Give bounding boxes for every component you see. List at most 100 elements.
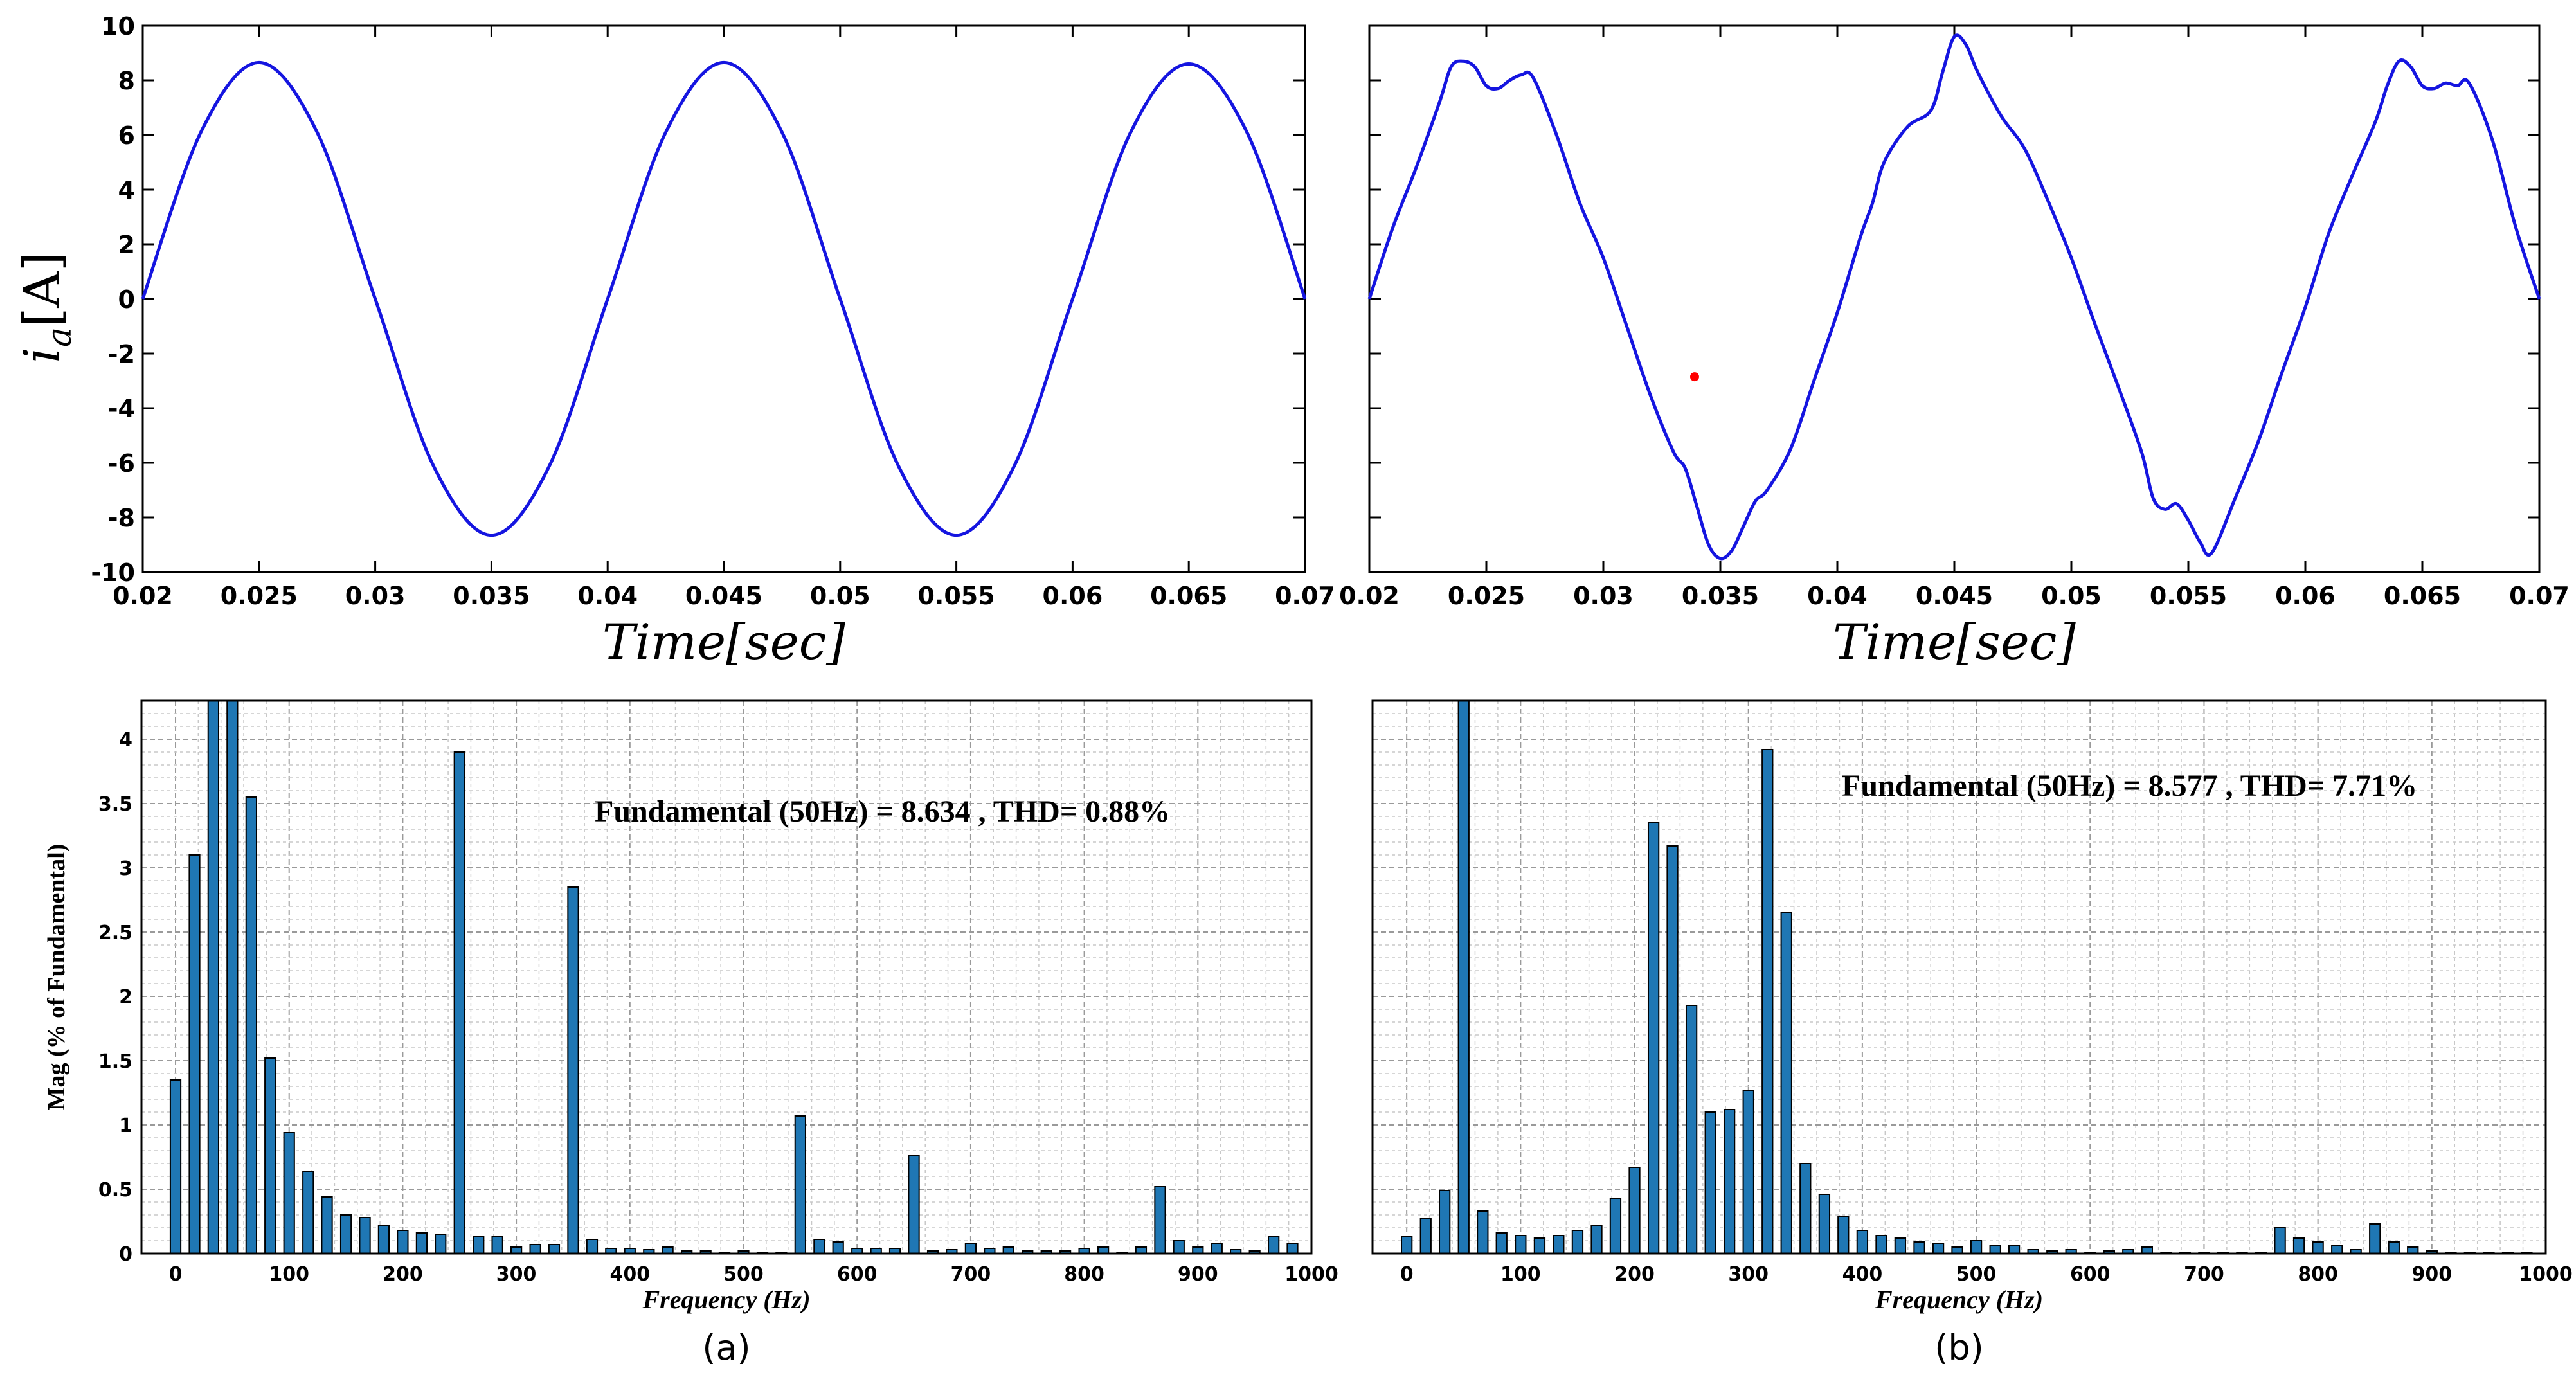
bar — [832, 1241, 844, 1254]
x-axis-label: Frequency (Hz) — [642, 1285, 810, 1314]
y-tick-label: 6 — [118, 121, 135, 150]
x-tick-label: 0.06 — [2275, 582, 2336, 610]
bar — [1477, 1210, 1489, 1254]
bar — [1154, 1186, 1166, 1254]
x-tick-label: 500 — [723, 1263, 764, 1286]
bar — [491, 1236, 503, 1254]
bar — [1970, 1240, 1983, 1254]
bar — [339, 1214, 352, 1254]
y-tick-label: -8 — [108, 504, 135, 532]
bar — [1856, 1230, 1869, 1254]
plot-frame — [1371, 699, 2547, 1255]
bar — [548, 1244, 561, 1254]
bar — [586, 1239, 599, 1254]
bar — [2312, 1241, 2324, 1254]
bar — [359, 1217, 371, 1254]
x-tick-label: 900 — [2412, 1263, 2453, 1286]
bar — [1609, 1198, 1622, 1254]
x-tick-label: 0 — [169, 1263, 183, 1286]
x-axis-label: Frequency (Hz) — [1875, 1285, 2043, 1314]
plot-area — [141, 24, 1306, 573]
y-tick-label: 4 — [119, 729, 132, 751]
bar — [1286, 1243, 1299, 1254]
x-tick-label: 0.065 — [2384, 582, 2461, 610]
x-tick-label: 0.055 — [917, 582, 995, 610]
bar — [2331, 1245, 2343, 1254]
series-line-i_a — [141, 60, 1307, 537]
bar — [1268, 1236, 1280, 1254]
x-tick-label: 1000 — [2519, 1263, 2573, 1286]
x-tick-label: 0.035 — [453, 582, 530, 610]
bar — [245, 796, 257, 1254]
y-tick-label: -2 — [108, 340, 135, 368]
bar — [169, 1079, 182, 1254]
thd-annotation: Fundamental (50Hz) = 8.577 , THD= 7.71% — [1842, 769, 2417, 803]
plot-area — [141, 701, 1311, 1254]
bar — [473, 1236, 485, 1254]
bar — [1590, 1225, 1603, 1254]
x-tick-label: 500 — [1956, 1263, 1997, 1286]
time-plot-right: 0.02 0.025 0.03 0.035 0.04 0.045 0.05 0.055 0.06… — [1339, 24, 2570, 670]
bar — [397, 1230, 409, 1254]
plot-area — [1368, 24, 2541, 573]
panel-caption: (a) — [702, 1327, 750, 1368]
bar — [2369, 1223, 2381, 1254]
bar — [964, 1243, 977, 1254]
y-tick-label: 8 — [118, 67, 135, 95]
y-tick-label: 1 — [119, 1115, 132, 1137]
bar — [794, 1115, 806, 1254]
bar — [1553, 1235, 1565, 1254]
y-axis-label: Mag (% of Fundamental) — [43, 844, 70, 1111]
x-tick-label: 0.035 — [1682, 582, 1759, 610]
x-tick-label: 700 — [2184, 1263, 2224, 1286]
y-tick-label: 0 — [118, 285, 135, 314]
bar — [453, 751, 465, 1254]
x-tick-label: 0.04 — [577, 582, 638, 610]
bar — [264, 1057, 276, 1254]
x-tick-label: 400 — [609, 1263, 650, 1286]
x-tick-label: 700 — [951, 1263, 991, 1286]
y-tick-label: -10 — [91, 559, 135, 587]
bar — [1837, 1216, 1850, 1254]
bar — [1515, 1235, 1527, 1254]
y-axis-label-sub: a — [41, 327, 79, 347]
x-tick-label: 0.06 — [1043, 582, 1103, 610]
bar — [1647, 822, 1660, 1254]
bar — [302, 1171, 314, 1254]
bar — [1628, 1167, 1641, 1254]
spectrum-left: 0 100 200 300 400 500 600 700 800 900 1000 0 0.5 1 1.5… — [43, 699, 1338, 1368]
bar — [321, 1196, 333, 1254]
x-tick-label: 0.045 — [1916, 582, 1993, 610]
bar — [2008, 1245, 2021, 1254]
panel-caption: (b) — [1934, 1327, 1983, 1368]
x-tick-label: 800 — [1064, 1263, 1104, 1286]
bar — [188, 854, 201, 1254]
y-tick-label: 3.5 — [98, 793, 132, 816]
x-tick-label: 0.025 — [1448, 582, 1525, 610]
y-axis-label: ia[A] — [14, 252, 79, 363]
x-tick-label: 0.045 — [685, 582, 762, 610]
y-axis-label-var: i — [14, 347, 71, 363]
bar — [226, 700, 239, 1254]
bar — [567, 886, 579, 1254]
y-tick-label: 2 — [119, 986, 132, 1009]
bar — [813, 1239, 825, 1254]
plot-frame — [140, 699, 1313, 1255]
bar — [1799, 1163, 1812, 1254]
bar — [2292, 1237, 2305, 1254]
x-tick-label: 300 — [1728, 1263, 1769, 1286]
y-tick-label: 4 — [118, 176, 135, 204]
bar — [1685, 1005, 1698, 1254]
y-tick-label: 0 — [119, 1243, 132, 1266]
x-tick-label: 0.065 — [1150, 582, 1227, 610]
bar — [1761, 749, 1774, 1254]
x-tick-label: 0.03 — [345, 582, 406, 610]
plot-area — [1373, 701, 2546, 1254]
bar — [908, 1155, 920, 1254]
y-tick-label: 0.5 — [98, 1179, 132, 1201]
y-tick-label: 1.5 — [98, 1050, 132, 1073]
x-tick-label: 100 — [269, 1263, 309, 1286]
bar — [1533, 1237, 1546, 1254]
y-tick-label: -4 — [108, 395, 135, 423]
time-plot-left: -10 -8 -6 -4 -2 0 2 4 6 8 10 0.02 0.025 0.03 0.035 0.04… — [14, 12, 1335, 670]
